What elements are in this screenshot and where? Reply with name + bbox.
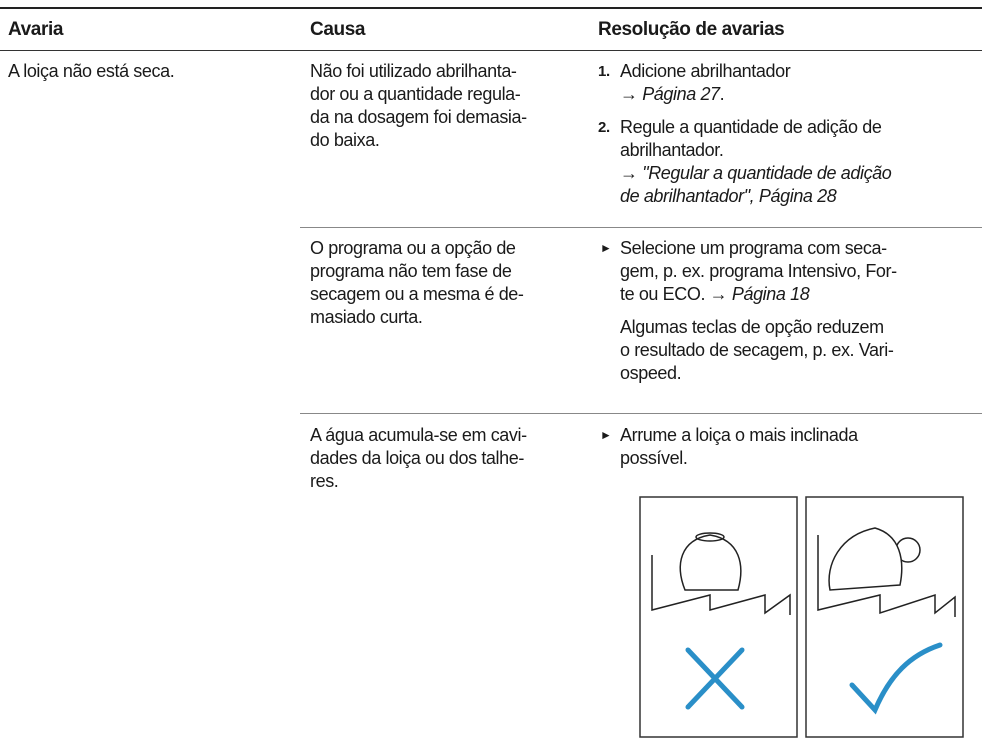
solution-line: gem, p. ex. programa Intensivo, For- bbox=[620, 260, 897, 283]
solution-line: Regule a quantidade de adição de bbox=[620, 116, 882, 139]
text-segment: Algumas teclas de opção reduzem bbox=[620, 317, 884, 337]
text-segment: de abrilhantador", Página 28 bbox=[620, 186, 837, 206]
row-rule bbox=[300, 227, 982, 228]
text-segment: → Página 27 bbox=[620, 84, 720, 104]
solution-line: ospeed. bbox=[620, 362, 682, 385]
row-rule bbox=[300, 413, 982, 414]
header: Causa bbox=[310, 19, 366, 40]
solution-line: Selecione um programa com seca- bbox=[620, 237, 887, 260]
text-segment: ospeed. bbox=[620, 363, 682, 383]
cause-line: secagem ou a mesma é de- bbox=[310, 284, 524, 304]
solution-line: Adicione abrilhantador bbox=[620, 60, 791, 83]
step-number: 1. bbox=[598, 63, 610, 80]
text-segment: Arrume a loiça o mais inclinada bbox=[620, 425, 858, 445]
solution-line: → Página 27. bbox=[620, 83, 725, 106]
text-segment: abrilhantador. bbox=[620, 140, 724, 160]
solution-line: Arrume a loiça o mais inclinada bbox=[620, 424, 858, 447]
cause-line: res. bbox=[310, 471, 339, 491]
fault: A loiça não está seca. bbox=[8, 61, 175, 81]
cause-line: da na dosagem foi demasia- bbox=[310, 107, 527, 127]
text-segment: → Página 18 bbox=[709, 284, 810, 304]
cause-line: dades da loiça ou dos talhe- bbox=[310, 448, 524, 468]
step-number: 2. bbox=[598, 119, 610, 136]
text-segment: → "Regular a quantidade de adição bbox=[620, 163, 892, 183]
cause-line: do baixa. bbox=[310, 130, 380, 150]
cause-line: programa não tem fase de bbox=[310, 261, 512, 281]
header-rule bbox=[0, 50, 982, 51]
solution-line: possível. bbox=[620, 447, 688, 470]
solution-line: o resultado de secagem, p. ex. Vari- bbox=[620, 339, 894, 362]
solution-line: → "Regular a quantidade de adição bbox=[620, 162, 892, 185]
text-segment: te ou ECO. bbox=[620, 284, 710, 304]
solution-line: Algumas teclas de opção reduzem bbox=[620, 316, 884, 339]
text-segment: possível. bbox=[620, 448, 688, 468]
solution-line: de abrilhantador", Página 28 bbox=[620, 185, 837, 208]
header: Resolução de avarias bbox=[598, 19, 785, 40]
bullet: ► bbox=[600, 428, 612, 442]
cause-line: masiado curta. bbox=[310, 307, 423, 327]
cause-line: O programa ou a opção de bbox=[310, 238, 516, 258]
cause-line: Não foi utilizado abrilhanta- bbox=[310, 61, 517, 81]
text-segment: . bbox=[719, 84, 725, 104]
cause-line: dor ou a quantidade regula- bbox=[310, 84, 521, 104]
header: Avaria bbox=[8, 19, 63, 40]
solution-line: te ou ECO. → Página 18 bbox=[620, 283, 810, 306]
text-segment: Adicione abrilhantador bbox=[620, 61, 791, 81]
text-segment: o resultado de secagem, p. ex. Vari- bbox=[620, 340, 894, 360]
text-segment: Regule a quantidade de adição de bbox=[620, 117, 882, 137]
text-segment: Selecione um programa com seca- bbox=[620, 238, 887, 258]
illustration bbox=[639, 496, 964, 738]
cause-line: A água acumula-se em cavi- bbox=[310, 425, 527, 445]
text-segment: gem, p. ex. programa Intensivo, For- bbox=[620, 261, 897, 281]
top-rule bbox=[0, 7, 982, 9]
bullet: ► bbox=[600, 241, 612, 255]
solution-line: abrilhantador. bbox=[620, 139, 724, 162]
